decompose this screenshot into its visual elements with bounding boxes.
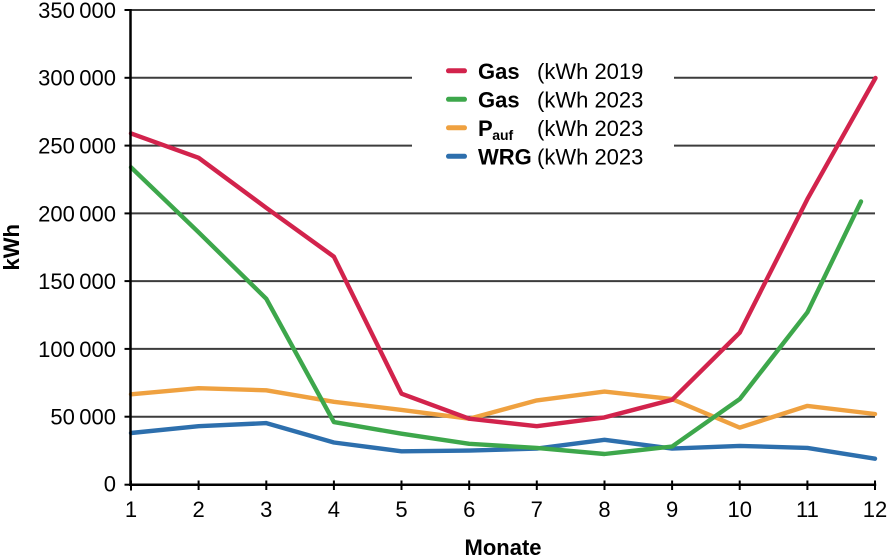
svg-text:0: 0 (104, 472, 116, 497)
svg-text:(kWh 2023: (kWh 2023 (537, 144, 643, 169)
svg-text:(kWh 2023: (kWh 2023 (537, 116, 643, 141)
svg-text:3: 3 (260, 497, 272, 522)
svg-text:7: 7 (531, 497, 543, 522)
svg-text:4: 4 (328, 497, 340, 522)
svg-text:8: 8 (598, 497, 610, 522)
svg-text:2: 2 (192, 497, 204, 522)
svg-text:250 000: 250 000 (38, 134, 116, 159)
svg-text:200 000: 200 000 (38, 201, 116, 226)
svg-text:(kWh 2023: (kWh 2023 (537, 87, 643, 112)
svg-text:10: 10 (727, 497, 751, 522)
svg-text:150 000: 150 000 (38, 269, 116, 294)
svg-text:Gas: Gas (478, 87, 520, 112)
svg-text:50 000: 50 000 (50, 405, 116, 430)
svg-text:1: 1 (125, 497, 137, 522)
svg-text:kWh: kWh (0, 224, 24, 270)
svg-text:350 000: 350 000 (38, 0, 116, 23)
svg-text:11: 11 (796, 497, 819, 522)
svg-text:100 000: 100 000 (38, 337, 116, 362)
svg-text:9: 9 (666, 497, 678, 522)
svg-text:(kWh 2019: (kWh 2019 (537, 59, 643, 84)
svg-text:WRG: WRG (478, 144, 532, 169)
svg-text:5: 5 (395, 497, 407, 522)
svg-text:300 000: 300 000 (38, 66, 116, 91)
svg-text:Gas: Gas (478, 59, 520, 84)
svg-text:12: 12 (863, 497, 887, 522)
svg-text:6: 6 (463, 497, 475, 522)
svg-text:Monate: Monate (465, 535, 542, 558)
